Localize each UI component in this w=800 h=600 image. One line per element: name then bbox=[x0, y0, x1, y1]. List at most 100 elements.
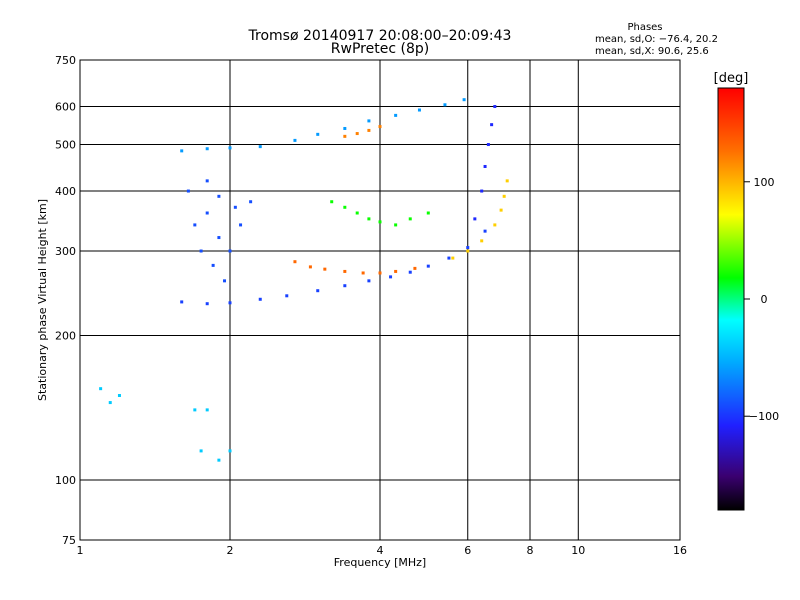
data-point bbox=[233, 205, 237, 209]
x-tick-label: 16 bbox=[673, 544, 687, 557]
data-point bbox=[473, 217, 477, 221]
data-point bbox=[199, 449, 203, 453]
data-point bbox=[394, 113, 398, 117]
data-point bbox=[308, 265, 312, 269]
x-tick-label: 4 bbox=[377, 544, 384, 557]
data-point bbox=[367, 279, 371, 283]
data-point bbox=[228, 301, 232, 305]
data-point bbox=[108, 401, 112, 405]
x-tick-label: 6 bbox=[464, 544, 471, 557]
data-point bbox=[258, 297, 262, 301]
data-point bbox=[426, 211, 430, 215]
data-point bbox=[193, 223, 197, 227]
y-tick-label: 300 bbox=[55, 245, 76, 258]
colorbar-tick-label: 100 bbox=[754, 176, 775, 189]
data-point bbox=[443, 103, 447, 107]
data-point bbox=[505, 179, 509, 183]
stats-line-o: mean, sd,O: −76.4, 20.2 bbox=[595, 34, 718, 45]
chart-subtitle: RwPretec (8p) bbox=[331, 41, 429, 57]
data-point bbox=[217, 458, 221, 462]
data-point bbox=[343, 205, 347, 209]
data-point bbox=[293, 138, 297, 142]
data-point bbox=[180, 300, 184, 304]
data-point bbox=[486, 143, 490, 147]
data-point bbox=[217, 194, 221, 198]
data-point bbox=[205, 147, 209, 151]
data-point bbox=[378, 220, 382, 224]
data-point bbox=[228, 146, 232, 150]
data-point bbox=[316, 132, 320, 136]
data-point bbox=[193, 408, 197, 412]
x-tick-label: 10 bbox=[571, 544, 585, 557]
data-point bbox=[378, 125, 382, 129]
data-point bbox=[480, 239, 484, 243]
y-axis-label: Stationary phase Virtual Height [km] bbox=[36, 199, 49, 401]
data-point bbox=[493, 223, 497, 227]
stats-line-x: mean, sd,X: 90.6, 25.6 bbox=[595, 46, 709, 57]
y-tick-label: 500 bbox=[55, 139, 76, 152]
data-point bbox=[117, 394, 121, 398]
data-point bbox=[361, 271, 365, 275]
data-point bbox=[330, 200, 334, 204]
y-tick-label: 100 bbox=[55, 474, 76, 487]
data-point bbox=[367, 217, 371, 221]
data-point bbox=[394, 269, 398, 273]
data-point bbox=[466, 249, 470, 253]
data-point bbox=[249, 200, 253, 204]
chart-title: Tromsø 20140917 20:08:00–20:09:43 bbox=[248, 28, 512, 44]
data-point bbox=[389, 275, 393, 279]
colorbar-unit-label: [deg] bbox=[714, 71, 749, 86]
axis-ticks: 1 2 4 6 8 10 16 75 100 200 300 400 500 600 750 bbox=[55, 54, 687, 557]
data-point bbox=[355, 211, 359, 215]
x-tick-label: 2 bbox=[227, 544, 234, 557]
data-point bbox=[343, 284, 347, 288]
y-tick-label: 750 bbox=[55, 54, 76, 67]
colorbar-ticks: 100 0 −100 bbox=[744, 176, 779, 423]
data-point bbox=[417, 108, 421, 112]
x-tick-label: 8 bbox=[527, 544, 534, 557]
data-point bbox=[355, 132, 359, 136]
data-point bbox=[258, 145, 262, 149]
data-point bbox=[367, 119, 371, 123]
data-point bbox=[502, 194, 506, 198]
data-point bbox=[228, 249, 232, 253]
data-point bbox=[186, 189, 190, 193]
data-point bbox=[316, 289, 320, 293]
y-tick-label: 200 bbox=[55, 330, 76, 343]
data-point bbox=[408, 217, 412, 221]
data-point bbox=[343, 126, 347, 130]
data-point bbox=[493, 105, 497, 109]
data-point bbox=[205, 211, 209, 215]
data-point bbox=[483, 229, 487, 233]
data-point bbox=[378, 271, 382, 275]
grid-lines bbox=[80, 60, 680, 540]
data-point bbox=[205, 408, 209, 412]
data-point bbox=[408, 270, 412, 274]
y-tick-label: 400 bbox=[55, 185, 76, 198]
data-point bbox=[217, 236, 221, 240]
data-point bbox=[223, 279, 227, 283]
data-point bbox=[343, 134, 347, 138]
data-point bbox=[466, 246, 470, 250]
data-point bbox=[394, 223, 398, 227]
data-point bbox=[293, 260, 297, 264]
data-point bbox=[323, 267, 327, 271]
data-point bbox=[367, 128, 371, 132]
data-point bbox=[451, 256, 455, 260]
data-point bbox=[462, 98, 466, 102]
data-point bbox=[413, 266, 417, 270]
data-point bbox=[199, 249, 203, 253]
data-point bbox=[239, 223, 243, 227]
data-point bbox=[180, 149, 184, 153]
data-point bbox=[228, 449, 232, 453]
stats-heading: Phases bbox=[627, 22, 662, 33]
colorbar-tick-label: −100 bbox=[749, 410, 779, 423]
data-points bbox=[99, 98, 509, 462]
data-point bbox=[480, 189, 484, 193]
data-point bbox=[343, 269, 347, 273]
data-point bbox=[285, 294, 289, 298]
x-tick-label: 1 bbox=[77, 544, 84, 557]
colorbar-tick-label: 0 bbox=[761, 293, 768, 306]
data-point bbox=[426, 264, 430, 268]
